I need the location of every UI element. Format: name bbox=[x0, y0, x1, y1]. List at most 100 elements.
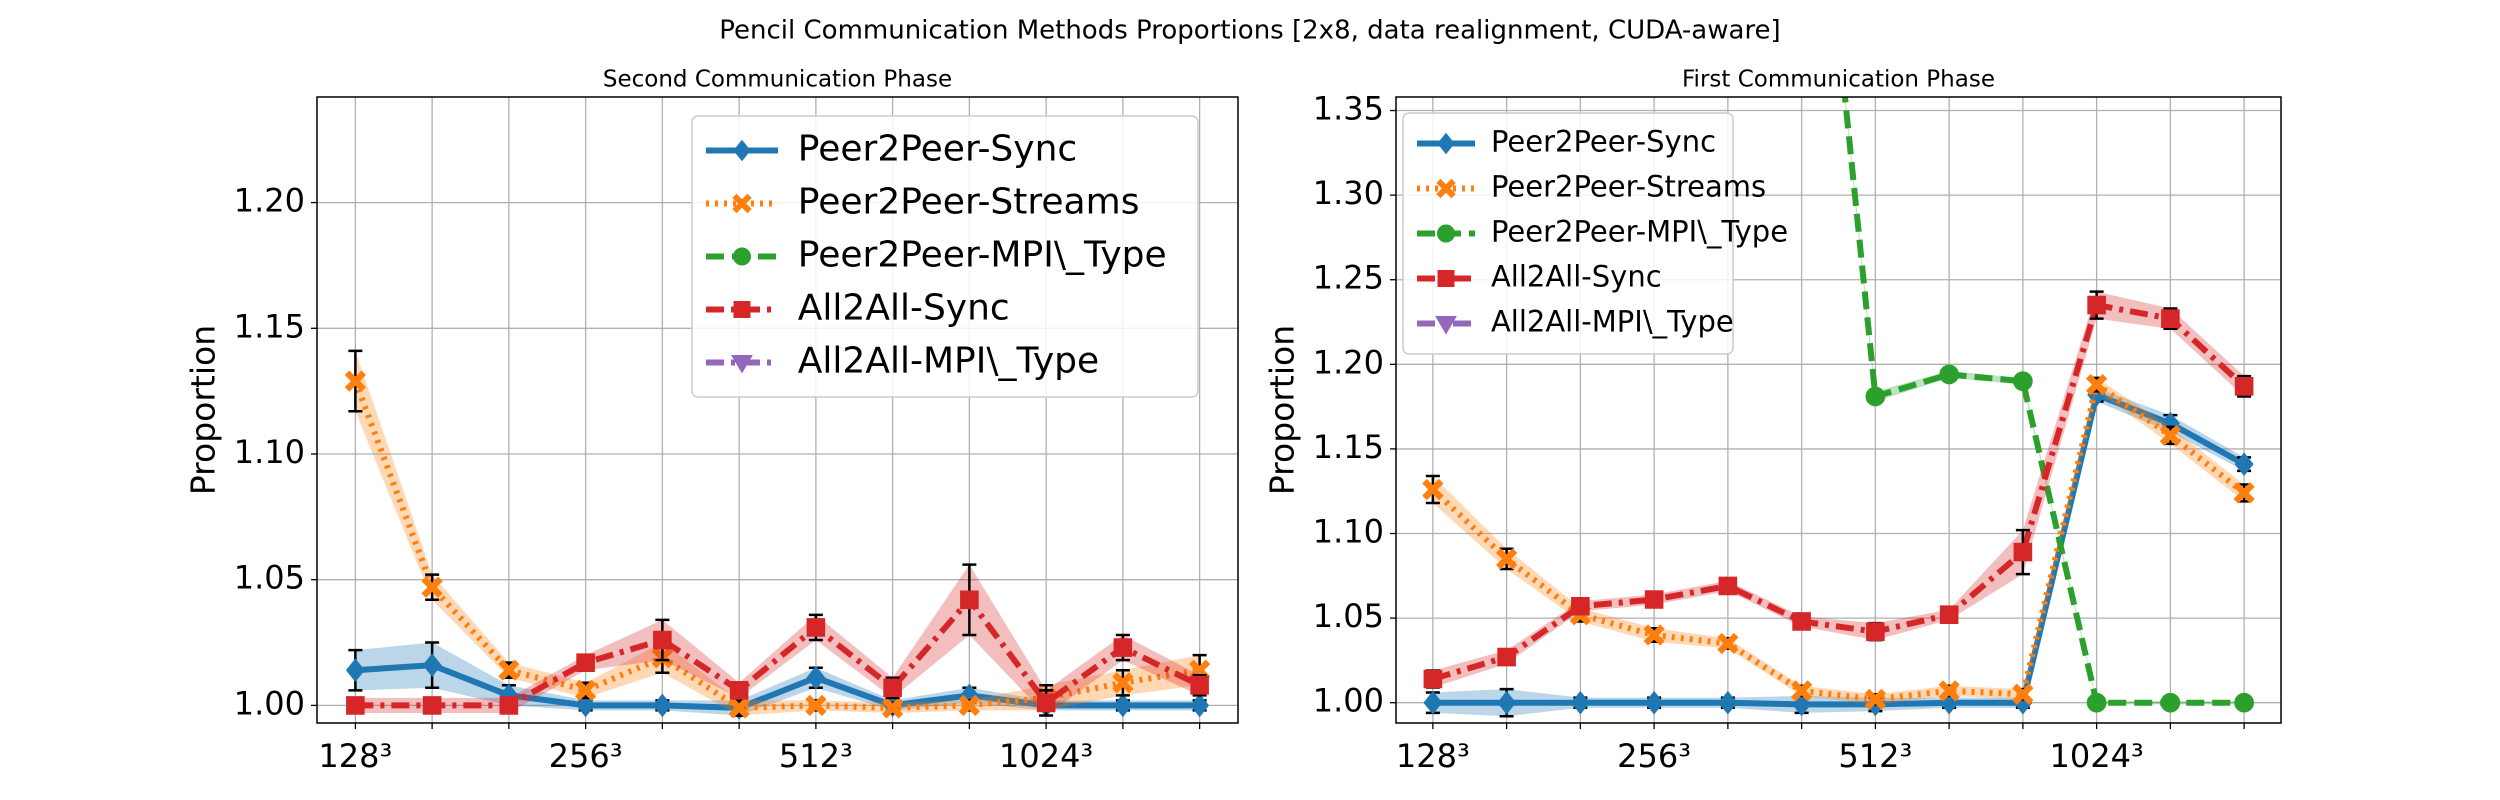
data-point bbox=[1939, 605, 1959, 625]
data-point bbox=[806, 618, 826, 637]
data-point bbox=[2087, 295, 2106, 315]
data-point bbox=[499, 696, 519, 715]
x-tick-label: 512³ bbox=[1838, 737, 1912, 775]
axes-frame bbox=[316, 96, 1239, 724]
subplot: Second Communication Phase Proportion 1.00… bbox=[184, 67, 1239, 775]
data-point bbox=[1644, 590, 1664, 609]
data-point bbox=[653, 630, 672, 650]
x-tick-label: 512³ bbox=[779, 737, 853, 775]
error-band bbox=[2096, 701, 2171, 705]
data-point bbox=[1422, 478, 1444, 501]
data-point bbox=[1939, 364, 1959, 385]
subplot: First Communication Phase Proportion 1.00 1… bbox=[1263, 67, 2282, 775]
error-band bbox=[355, 350, 433, 600]
legend-marker bbox=[1437, 224, 1455, 243]
series-line bbox=[1430, 379, 2246, 703]
data-point bbox=[1792, 612, 1811, 631]
legend: Peer2Peer-Sync Peer2Peer-Streams Peer2Peer… bbox=[691, 115, 1199, 398]
error-band bbox=[969, 564, 1047, 716]
legend-box bbox=[1402, 112, 1734, 355]
data-point bbox=[1036, 693, 1056, 713]
x-tick-label: 128³ bbox=[1396, 737, 1470, 775]
error-band bbox=[662, 642, 740, 716]
axes-frame bbox=[1395, 96, 2282, 724]
legend-marker bbox=[731, 355, 753, 374]
series-line bbox=[1432, 301, 2247, 682]
y-tick-label: 1.00 bbox=[1313, 682, 1384, 720]
data-point bbox=[1423, 669, 1443, 689]
legend-label: Peer2Peer-Streams bbox=[798, 182, 1140, 223]
data-point bbox=[575, 679, 597, 701]
data-point bbox=[1423, 690, 1443, 715]
error-band bbox=[1580, 607, 1655, 642]
legend-marker bbox=[733, 247, 751, 266]
error-band bbox=[2170, 701, 2245, 705]
data-point bbox=[422, 653, 442, 677]
data-point bbox=[2086, 692, 2107, 713]
data-point bbox=[345, 658, 365, 683]
legend-label: All2All-MPI\_Type bbox=[1491, 305, 1734, 339]
legend-label: Peer2Peer-Sync bbox=[798, 129, 1077, 170]
error-band bbox=[2170, 308, 2245, 397]
data-point bbox=[2234, 452, 2254, 476]
data-point bbox=[2160, 692, 2181, 713]
legend-box bbox=[691, 115, 1199, 398]
subplot-title: First Communication Phase bbox=[1682, 67, 1995, 93]
data-point bbox=[2234, 692, 2254, 713]
figure-title: Pencil Communication Methods Proportions… bbox=[719, 16, 1780, 46]
data-point bbox=[1718, 690, 1738, 715]
data-point bbox=[1113, 638, 1133, 657]
data-point bbox=[346, 696, 365, 715]
error-band bbox=[815, 614, 893, 698]
error-band bbox=[1949, 530, 2023, 620]
error-band bbox=[1949, 685, 2023, 700]
error-band bbox=[1122, 635, 1200, 696]
plot-area bbox=[344, 349, 1211, 720]
data-point bbox=[1717, 632, 1739, 655]
plot-area bbox=[1422, 97, 2255, 718]
error-band bbox=[739, 700, 816, 716]
error-band bbox=[892, 700, 970, 713]
legend-marker bbox=[1436, 178, 1456, 199]
data-point bbox=[2233, 482, 2255, 504]
data-point bbox=[421, 576, 443, 598]
x-tick-label: 1024³ bbox=[999, 737, 1093, 775]
error-band bbox=[1122, 655, 1200, 696]
y-tick-label: 1.30 bbox=[1313, 174, 1384, 212]
data-point bbox=[1190, 675, 1209, 695]
y-tick-label: 1.10 bbox=[1313, 513, 1384, 551]
data-point bbox=[2012, 683, 2034, 705]
subplot-title: Second Communication Phase bbox=[603, 67, 952, 93]
y-tick-label: 1.25 bbox=[1313, 259, 1384, 297]
data-point bbox=[1866, 622, 1885, 641]
legend-marker bbox=[1437, 270, 1455, 287]
data-point bbox=[1791, 680, 1813, 702]
data-point bbox=[1643, 624, 1665, 646]
legend-marker bbox=[733, 139, 751, 162]
data-point bbox=[1570, 690, 1590, 715]
data-point bbox=[344, 370, 366, 392]
data-point bbox=[2013, 371, 2033, 392]
data-point bbox=[1112, 672, 1134, 694]
x-tick-label: 1024³ bbox=[2049, 737, 2143, 775]
x-tick-label: 256³ bbox=[549, 737, 623, 775]
data-point bbox=[2161, 309, 2180, 328]
error-band bbox=[1432, 475, 1507, 570]
data-point bbox=[1496, 548, 1518, 570]
legend-label: Peer2Peer-Streams bbox=[1491, 170, 1766, 204]
data-point bbox=[883, 678, 902, 698]
data-point bbox=[1497, 690, 1517, 715]
y-tick-label: 1.00 bbox=[234, 684, 305, 722]
legend-label: All2All-MPI\_Type bbox=[798, 341, 1099, 382]
data-point bbox=[1190, 693, 1210, 718]
data-point bbox=[958, 694, 980, 717]
legend-label: All2All-Sync bbox=[798, 288, 1010, 329]
data-point bbox=[576, 653, 595, 672]
y-tick-label: 1.15 bbox=[1313, 428, 1384, 466]
data-point bbox=[652, 693, 672, 718]
error-band bbox=[1046, 670, 1123, 711]
legend-label: Peer2Peer-MPI\_Type bbox=[1491, 215, 1788, 249]
x-tick-label: 256³ bbox=[1617, 737, 1691, 775]
